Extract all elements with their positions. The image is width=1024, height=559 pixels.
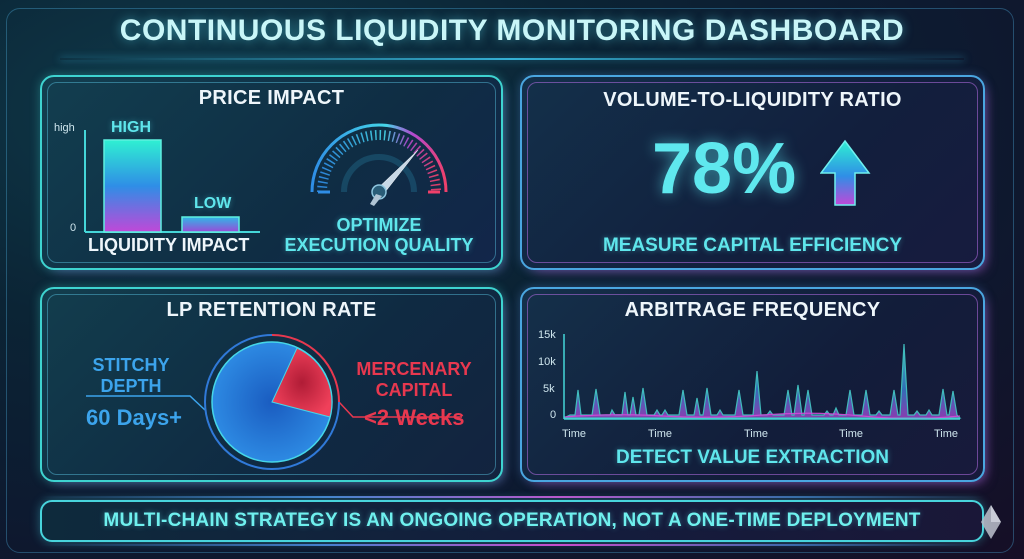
retention-pie-chart: [86, 334, 462, 470]
banner-text: MULTI-CHAIN STRATEGY IS AN ONGOING OPERA…: [103, 510, 921, 531]
arbitrage-caption: DETECT VALUE EXTRACTION: [615, 447, 890, 468]
ratio-value: 78%: [652, 129, 797, 209]
x-axis-label: LIQUIDITY IMPACT: [88, 235, 250, 255]
bar-low: [181, 216, 240, 233]
x-tick-time-5: Time: [934, 428, 959, 440]
bar-label-high: HIGH: [111, 119, 151, 136]
lp-retention-panel: LP RETENTION RATE STITCHY DEPTH 60 Days+…: [40, 287, 503, 482]
bar-chart: [84, 130, 260, 233]
x-tick-time-4: Time: [839, 428, 864, 440]
y-tick-10k: 10k: [538, 356, 556, 368]
x-tick-time-2: Time: [648, 428, 673, 440]
speedometer-gauge-icon: [310, 123, 448, 206]
volume-to-liquidity-panel: VOLUME-TO-LIQUIDITY RATIO 78% MEASURE CA…: [520, 75, 985, 270]
panel-title: PRICE IMPACT: [198, 87, 345, 109]
banner-bottom-glow: [40, 544, 984, 546]
y-tick-15k: 15k: [538, 329, 556, 341]
label-line1: MERCENARY: [356, 359, 472, 379]
panel-title: LP RETENTION RATE: [166, 299, 377, 321]
arrow-up-icon: [820, 139, 871, 206]
x-tick-time-3: Time: [744, 428, 769, 440]
mercenary-capital-label: MERCENARY CAPITAL: [352, 359, 476, 401]
label-line1: STITCHY: [92, 355, 170, 375]
arbitrage-frequency-panel: ARBITRAGE FREQUENCY 15k 10k 5k 0 Time Ti…: [520, 287, 985, 482]
gauge-caption-line1: OPTIMIZE: [336, 215, 422, 235]
strategy-banner: MULTI-CHAIN STRATEGY IS AN ONGOING OPERA…: [40, 500, 984, 542]
label-line2: CAPITAL: [375, 380, 453, 400]
y-axis-zero-label: 0: [70, 222, 77, 234]
panel-title: ARBITRAGE FREQUENCY: [624, 299, 881, 321]
bar-label-low: LOW: [194, 195, 232, 212]
arbitrage-area-chart: [563, 334, 962, 420]
stitchy-depth-value: 60 Days+: [86, 405, 183, 430]
panel-title: VOLUME-TO-LIQUIDITY RATIO: [603, 89, 902, 111]
price-impact-panel: PRICE IMPACT high 0 HIGH LOW LIQUIDITY I…: [40, 75, 503, 270]
title-divider: [60, 58, 964, 60]
stitchy-depth-label: STITCHY DEPTH: [90, 355, 172, 397]
y-tick-0: 0: [550, 409, 557, 421]
diamond-icon: [981, 505, 1001, 539]
label-line2: DEPTH: [100, 376, 162, 396]
bar-high: [103, 139, 162, 233]
y-axis-top-label: high: [54, 122, 75, 134]
gauge-caption-line2: EXECUTION QUALITY: [284, 235, 474, 255]
banner-top-glow: [40, 496, 984, 498]
page-title: CONTINUOUS LIQUIDITY MONITORING DASHBOAR…: [119, 14, 905, 47]
y-tick-5k: 5k: [543, 383, 555, 395]
x-tick-time-1: Time: [562, 428, 587, 440]
ratio-caption: MEASURE CAPITAL EFFICIENCY: [602, 235, 903, 256]
